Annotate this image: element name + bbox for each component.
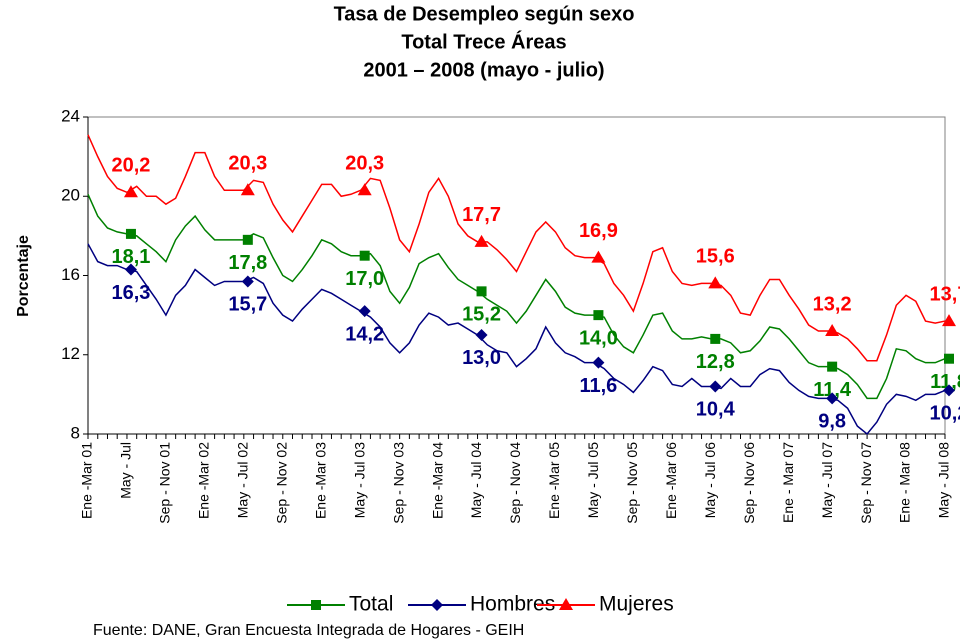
data-label: 11,8 <box>930 371 960 393</box>
x-tick-label: Sep - Nov 06 <box>741 442 757 524</box>
data-point <box>125 228 136 239</box>
x-tick-label: Sep - Nov 01 <box>157 442 173 524</box>
series-line <box>87 243 946 436</box>
data-label: 13,0 <box>462 347 501 369</box>
x-tick-label: May - Jul 04 <box>468 442 484 518</box>
series-line <box>87 193 946 400</box>
data-point <box>242 234 253 245</box>
data-point <box>123 185 138 198</box>
data-point <box>476 286 487 297</box>
data-label: 17,8 <box>228 252 267 274</box>
data-label: 17,0 <box>345 268 384 290</box>
x-tick-label: May - Jul 08 <box>936 442 952 518</box>
x-tick-label: Ene - Mar 08 <box>897 442 913 523</box>
data-point <box>359 250 370 261</box>
data-point <box>124 263 137 276</box>
x-tick-label: Ene -Mar 06 <box>663 442 679 519</box>
data-label: 15,2 <box>462 304 501 326</box>
data-label: 16,3 <box>111 282 150 304</box>
data-point <box>591 250 606 263</box>
x-tick-label: Sep - Nov 05 <box>624 442 640 524</box>
data-point <box>944 353 954 364</box>
series-line <box>87 134 946 362</box>
data-point <box>710 333 721 344</box>
data-label: 18,1 <box>111 246 150 268</box>
x-tick-label: Ene -Mar 03 <box>312 442 328 519</box>
chart-title: Total Trece Áreas <box>401 30 566 53</box>
data-label: 20,2 <box>111 155 150 177</box>
data-point <box>593 310 604 321</box>
data-point <box>241 275 254 288</box>
x-tick-label: May - Jul 03 <box>351 442 367 518</box>
data-label: 11,4 <box>813 379 852 401</box>
x-tick-label: Ene -Mar 02 <box>196 442 212 519</box>
data-label: 14,2 <box>345 323 384 345</box>
data-point <box>708 276 723 289</box>
chart-title: Tasa de Desempleo según sexo <box>334 3 635 25</box>
legend-label: Hombres <box>470 593 555 616</box>
x-tick-label: Ene -Mar 04 <box>429 442 445 519</box>
source-note: Fuente: DANE, Gran Encuesta Integrada de… <box>93 622 524 639</box>
x-tick-label: Sep - Nov 03 <box>390 442 406 524</box>
data-label: 10,2 <box>930 403 960 425</box>
x-tick-label: Ene - Mar 07 <box>780 442 796 523</box>
data-point <box>943 384 955 397</box>
legend-marker <box>431 599 443 611</box>
data-point <box>826 392 839 405</box>
data-point <box>825 323 840 336</box>
y-tick-label: 12 <box>61 344 80 363</box>
data-label: 14,0 <box>579 327 618 349</box>
data-label: 20,3 <box>345 153 384 175</box>
x-tick-label: Sep - Nov 04 <box>507 442 523 524</box>
y-tick-label: 8 <box>71 423 80 442</box>
x-tick-label: Sep - Nov 07 <box>858 442 874 524</box>
data-point <box>592 356 605 369</box>
y-tick-label: 24 <box>61 106 80 125</box>
x-tick-label: May - Jul 02 <box>235 442 251 518</box>
data-point <box>827 361 838 372</box>
legend-marker <box>559 598 573 610</box>
data-label: 11,6 <box>579 375 617 397</box>
x-tick-label: Ene -Mar 01 <box>79 442 95 519</box>
data-point <box>709 380 722 393</box>
data-point <box>475 328 488 341</box>
x-tick-label: May - Jul 06 <box>702 442 718 518</box>
legend-label: Total <box>349 593 393 616</box>
x-tick-label: May - Jul 05 <box>585 442 601 518</box>
data-label: 17,7 <box>462 204 501 226</box>
data-point <box>357 183 372 196</box>
x-tick-label: May - Jul 07 <box>819 442 835 518</box>
data-label: 12,8 <box>696 351 735 373</box>
data-point <box>240 183 255 196</box>
data-label: 9,8 <box>818 411 846 433</box>
x-tick-label: Sep - Nov 02 <box>273 442 289 524</box>
data-label: 20,3 <box>228 153 267 175</box>
data-label: 15,7 <box>228 294 267 316</box>
data-point <box>358 305 371 318</box>
data-label: 13,7 <box>930 283 960 305</box>
y-tick-label: 16 <box>61 265 80 284</box>
x-tick-label: May - Jul <box>118 442 134 499</box>
data-label: 16,9 <box>579 220 618 242</box>
data-label: 13,2 <box>813 293 852 315</box>
y-axis-label: Porcentaje <box>15 235 32 317</box>
y-tick-label: 20 <box>61 186 80 205</box>
data-point <box>474 234 489 247</box>
data-point <box>942 314 956 327</box>
legend-marker <box>311 600 321 610</box>
data-label: 15,6 <box>696 246 735 268</box>
x-tick-label: Ene -Mar 05 <box>546 442 562 519</box>
chart-title: 2001 – 2008 (mayo - julio) <box>363 59 604 81</box>
legend-label: Mujeres <box>599 593 674 616</box>
data-label: 10,4 <box>696 399 736 421</box>
